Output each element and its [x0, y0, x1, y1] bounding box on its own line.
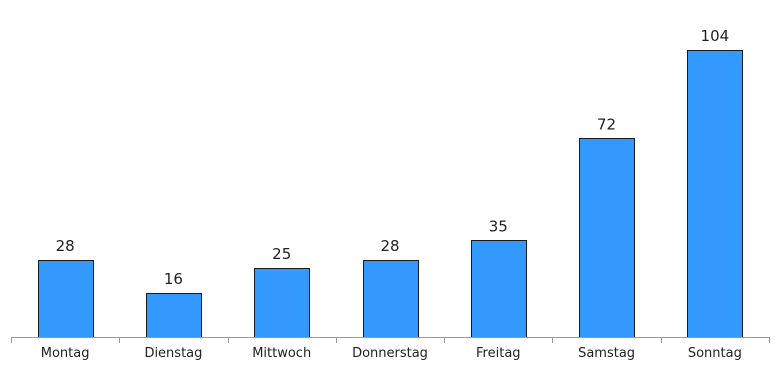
bar-dienstag — [146, 293, 202, 338]
value-label-sonntag: 104 — [701, 27, 730, 45]
value-label-samstag: 72 — [597, 115, 616, 133]
x-tick-label-samstag: Samstag — [578, 346, 635, 361]
x-tick-label-montag: Montag — [41, 346, 90, 361]
x-tick-label-mittwoch: Mittwoch — [252, 346, 311, 361]
x-tick-label-donnerstag: Donnerstag — [352, 346, 428, 361]
value-label-mittwoch: 25 — [272, 245, 291, 263]
x-tick-label-sonntag: Sonntag — [688, 346, 742, 361]
bars-layer — [38, 50, 743, 338]
bar-montag — [38, 260, 94, 338]
x-tick-label-freitag: Freitag — [476, 346, 521, 361]
bar-freitag — [471, 240, 527, 338]
x-tick-label-dienstag: Dienstag — [144, 346, 202, 361]
bar-samstag — [579, 138, 635, 338]
value-label-freitag: 35 — [489, 217, 508, 235]
bar-donnerstag — [363, 260, 419, 338]
value-labels-layer: 28 16 25 28 35 72 104 — [56, 27, 730, 288]
value-label-dienstag: 16 — [164, 270, 183, 288]
value-label-montag: 28 — [56, 237, 75, 255]
value-label-donnerstag: 28 — [380, 237, 399, 255]
x-axis: Montag Dienstag Mittwoch Donnerstag Freitag S… — [11, 337, 770, 361]
bar-sonntag — [687, 50, 743, 338]
bar-mittwoch — [254, 268, 310, 338]
